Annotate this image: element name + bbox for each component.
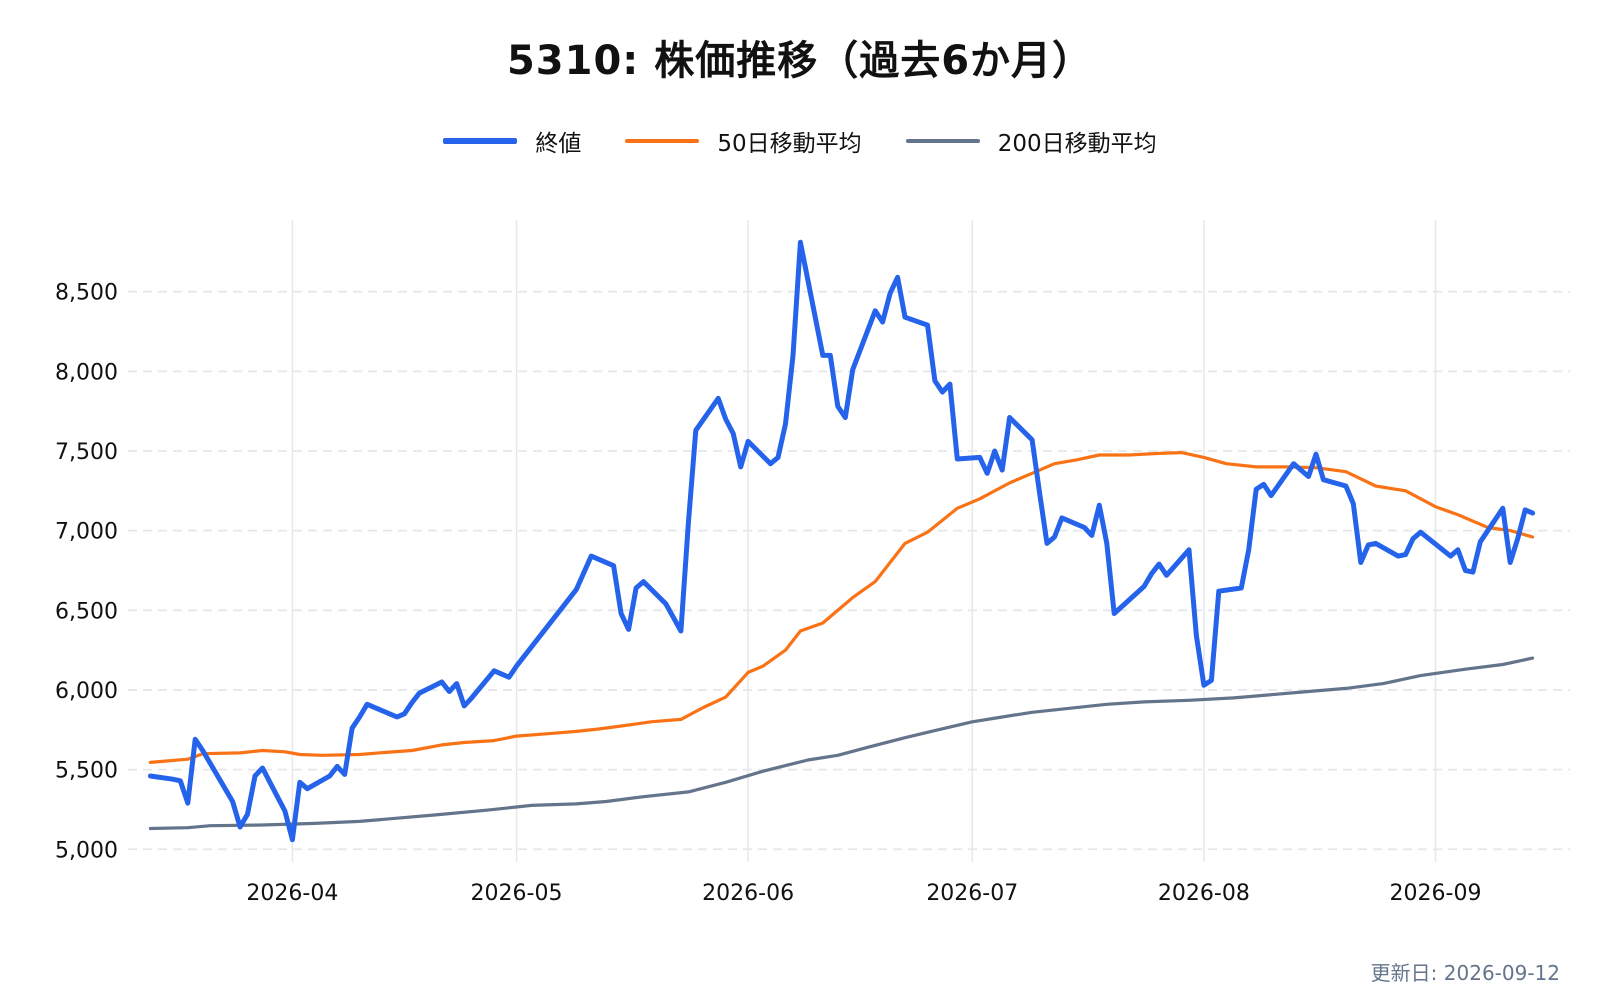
y-tick-label: 6,000 [55,679,118,704]
y-tick-label: 8,000 [55,360,118,385]
legend-item-ma200[interactable]: 200日移動平均 [905,124,1157,158]
legend-label-ma50: 50日移動平均 [717,131,862,157]
x-tick-label: 2026-09 [1390,881,1482,906]
legend-swatch-ma200 [905,139,980,143]
x-tick-label: 2026-05 [471,881,563,906]
updated-date: 更新日: 2026-09-12 [1370,961,1560,985]
y-tick-label: 5,500 [55,759,118,784]
ma50-line [148,451,1535,764]
ma200-line [148,656,1535,831]
chart-title: 5310: 株価推移（過去6か月） [506,38,1094,84]
y-tick-label: 7,000 [55,520,118,545]
x-tick-label: 2026-08 [1158,881,1250,906]
legend-item-ma50[interactable]: 50日移動平均 [625,124,862,158]
legend-label-close: 終値 [535,131,582,157]
legend-label-ma200: 200日移動平均 [997,131,1157,157]
legend-item-close[interactable]: 終値 [443,124,581,158]
x-tick-label: 2026-06 [702,881,794,906]
y-tick-label: 8,500 [55,281,118,306]
y-tick-label: 7,500 [55,440,118,465]
y-tick-label: 6,500 [55,599,118,624]
y-tick-label: 5,000 [55,838,118,863]
legend: 終値 50日移動平均 200日移動平均 [0,124,1600,158]
legend-swatch-ma50 [625,139,700,143]
x-tick-label: 2026-07 [926,881,1018,906]
x-tick-label: 2026-04 [246,881,338,906]
legend-swatch-close [443,138,518,144]
close-price-line [147,239,1536,843]
